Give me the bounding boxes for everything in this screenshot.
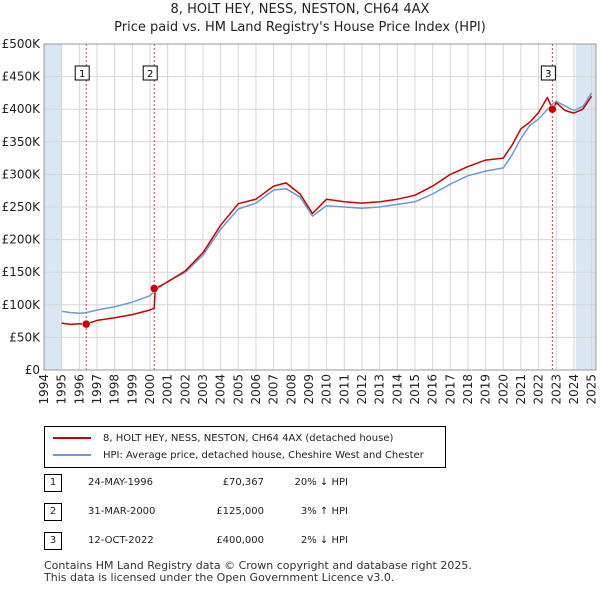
table-row: 3 12-OCT-2022 £400,000 2% ↓ HPI [44, 528, 374, 557]
x-tick-label: 2011 [337, 374, 351, 405]
price-chart: 1 2 3 £0 £50K £100K £150K £200K £250K £300K £350K… [2, 37, 599, 405]
y-tick-label: £500K [2, 37, 42, 51]
y-tick-label: £100K [2, 298, 42, 312]
x-tick-label: 2018 [461, 374, 475, 405]
legend-item-price: 8, HOLT HEY, NESS, NESTON, CH64 4AX (det… [53, 430, 393, 446]
x-tick-label: 2007 [267, 374, 281, 405]
table-row: 1 24-MAY-1996 £70,367 20% ↓ HPI [44, 470, 374, 499]
plot-border [43, 43, 597, 371]
transaction-marker-badge [74, 65, 90, 81]
chart-subtitle: Price paid vs. HM Land Registry's House … [114, 20, 486, 35]
transaction-point [548, 104, 557, 114]
transaction-number-badge: 3 [44, 532, 62, 550]
y-tick-label: £200K [2, 233, 42, 247]
transaction-marker-label: 1 [79, 69, 85, 80]
legend-swatch-price [53, 437, 91, 439]
y-tick-label: £400K [2, 102, 42, 116]
x-tick-label: 2013 [373, 374, 387, 405]
x-tick-label: 1996 [72, 374, 86, 405]
y-tick-label: £350K [2, 135, 42, 149]
x-tick-label: 2005 [231, 374, 245, 405]
transaction-hpi-diff: 20% ↓ HPI [294, 477, 348, 488]
price-series-line [61, 95, 593, 326]
transaction-hpi-diff: 2% ↓ HPI [300, 535, 348, 546]
transaction-point [149, 284, 159, 293]
transaction-marker-badge [142, 65, 158, 81]
x-tick-label: 2003 [196, 374, 210, 405]
y-tick-label: £250K [2, 200, 42, 214]
legend-label-hpi: HPI: Average price, detached house, Ches… [103, 449, 424, 461]
x-tick-label: 2000 [143, 374, 157, 405]
x-tick-label: 2006 [249, 374, 263, 405]
hpi-series-line [61, 92, 593, 315]
legend-item-hpi: HPI: Average price, detached house, Ches… [53, 447, 424, 463]
footer-line-copyright: Contains HM Land Registry data © Crown c… [44, 559, 472, 572]
transaction-number-badge: 2 [44, 503, 62, 521]
transaction-date: 31-MAR-2000 [88, 506, 156, 517]
x-tick-label: 2024 [567, 374, 581, 405]
x-tick-label: 2023 [549, 374, 563, 405]
x-tick-label: 2016 [426, 374, 440, 405]
footer-attribution: Contains HM Land Registry data © Crown c… [44, 560, 472, 584]
x-tick-label: 2002 [178, 374, 192, 405]
y-tick-label: £300K [2, 167, 42, 181]
x-tick-label: 2021 [514, 374, 528, 405]
x-tick-label: 1994 [37, 374, 51, 405]
x-tick-label: 1997 [90, 374, 104, 405]
transaction-marker-label: 2 [147, 69, 153, 80]
transaction-price: £70,367 [222, 477, 264, 488]
x-tick-label: 2004 [214, 374, 228, 405]
legend-swatch-hpi [53, 454, 91, 456]
x-tick-label: 1995 [55, 374, 69, 405]
transaction-point [81, 319, 91, 329]
y-tick-label: £150K [2, 265, 42, 279]
transactions-table: 1 24-MAY-1996 £70,367 20% ↓ HPI 2 31-MAR… [44, 470, 374, 557]
transaction-price: £125,000 [216, 506, 264, 517]
x-tick-label: 2008 [284, 374, 298, 405]
x-tick-label: 2014 [390, 374, 404, 405]
x-tick-label: 2015 [408, 374, 422, 405]
table-row: 2 31-MAR-2000 £125,000 3% ↑ HPI [44, 499, 374, 528]
y-tick-label: £50K [9, 330, 41, 344]
x-tick-label: 2001 [161, 374, 175, 405]
transaction-date: 12-OCT-2022 [88, 535, 154, 546]
transaction-marker-label: 3 [545, 69, 551, 80]
transaction-date: 24-MAY-1996 [88, 477, 154, 488]
transaction-hpi-diff: 3% ↑ HPI [300, 506, 348, 517]
x-tick-label: 2012 [355, 374, 369, 405]
y-tick-label: £450K [2, 70, 42, 84]
x-tick-label: 2022 [532, 374, 546, 405]
x-tick-label: 2020 [496, 374, 510, 405]
chart-title: 8, HOLT HEY, NESS, NESTON, CH64 4AX [170, 2, 430, 17]
x-tick-label: 2010 [320, 374, 334, 405]
x-tick-label: 2017 [443, 374, 457, 405]
transaction-price: £400,000 [216, 535, 264, 546]
x-tick-label: 1999 [125, 374, 139, 405]
transaction-marker-badge [540, 65, 556, 81]
footer-line-licence: This data is licensed under the Open Gov… [44, 571, 395, 584]
x-tick-label: 2025 [585, 374, 599, 405]
chart-legend: 8, HOLT HEY, NESS, NESTON, CH64 4AX (det… [44, 426, 446, 468]
x-tick-label: 2009 [302, 374, 316, 405]
legend-label-price: 8, HOLT HEY, NESS, NESTON, CH64 4AX (det… [103, 432, 394, 444]
x-tick-label: 1998 [108, 374, 122, 405]
x-tick-label: 2019 [479, 374, 493, 405]
transaction-number-badge: 1 [44, 474, 62, 492]
y-tick-label: £0 [25, 363, 40, 377]
